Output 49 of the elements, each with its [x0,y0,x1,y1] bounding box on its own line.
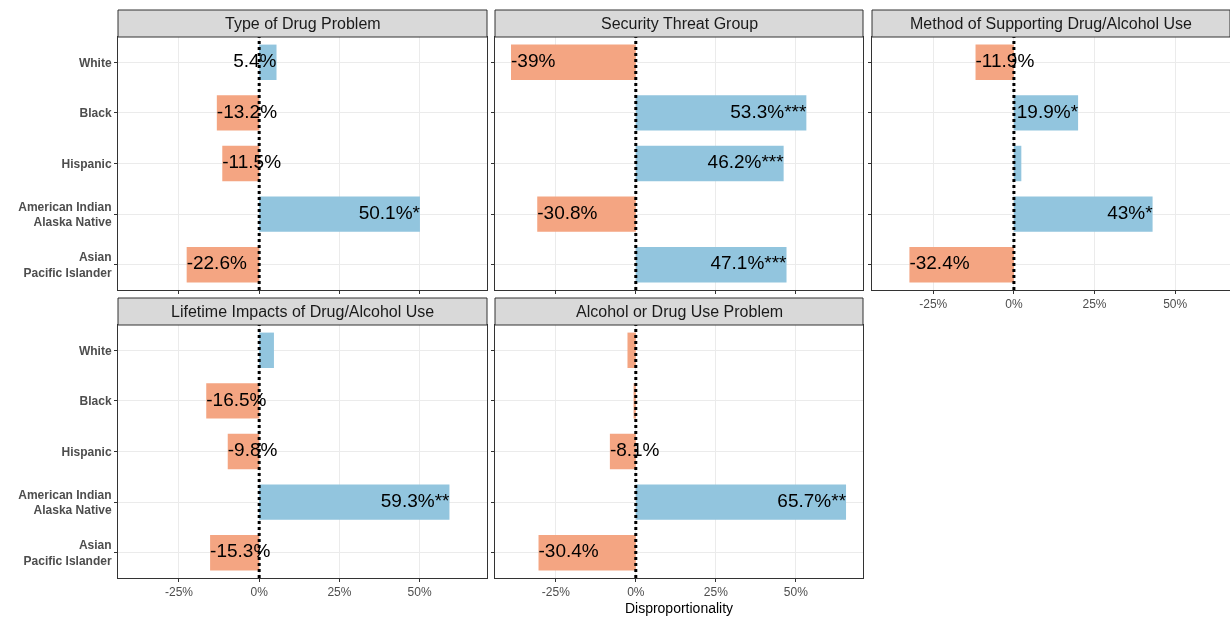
x-tick-label: 0% [627,585,645,600]
data-label: 65.7%** [777,489,847,511]
data-label: -32.4% [909,252,970,274]
data-label: -9.8% [227,439,278,461]
data-label: 19.9%* [1016,100,1079,122]
x-axis-title: Disproportionality [624,599,734,616]
chart-title: Security Threat Group [601,15,759,32]
data-label: 53.3%*** [730,100,807,122]
x-tick-label: 50% [783,585,809,600]
chart-title: Lifetime Impacts of Drug/Alcohol Use [171,303,435,320]
data-label: 43%* [1107,201,1154,223]
data-label: -30.4% [538,540,599,562]
x-tick-label: 0% [1005,297,1023,312]
data-label: 50.1%* [358,201,421,223]
x-tick-label: 0% [250,585,269,600]
y-tick-label: White [78,343,112,358]
chart-title: Alcohol or Drug Use Problem [576,303,784,320]
y-tick-label: American Indian Alaska Native [18,199,112,230]
x-tick-label: -25% [164,585,194,600]
data-label: -30.8% [537,201,598,223]
data-label: -16.5% [206,388,267,410]
data-label: 46.2%*** [707,151,785,173]
data-label: -13.2% [216,100,278,122]
data-label: -39% [511,50,556,72]
x-tick-label: -25% [541,585,571,600]
y-tick-label: Hispanic [61,444,112,459]
data-label: -11.9% [975,50,1035,72]
data-label: 59.3%** [380,489,451,511]
x-tick-label: 50% [1163,297,1188,312]
x-tick-label: 50% [407,585,432,600]
data-label: -8.1% [609,439,660,461]
y-tick-label: Black [79,106,112,121]
y-tick-label: Asian Pacific Islander [23,250,112,280]
y-tick-label: American Indian Alaska Native [18,487,112,518]
y-tick-label: Hispanic [61,156,112,171]
chart-title: Method of Supporting Drug/Alcohol Use [910,15,1193,32]
x-tick-label: 25% [703,585,729,600]
data-label: -22.6% [186,252,247,274]
y-tick-label: Asian Pacific Islander [23,538,112,568]
data-label: -15.3% [210,540,271,562]
y-tick-label: Black [79,394,112,409]
chart-title: Type of Drug Problem [225,15,381,32]
x-tick-label: -25% [919,297,948,312]
data-label: 47.1%*** [710,252,788,274]
y-tick-label: White [78,55,112,70]
x-tick-label: 25% [327,585,352,600]
data-label: 5.4% [233,50,277,72]
x-tick-label: 25% [1082,297,1107,312]
data-label: -11.5% [222,151,282,173]
